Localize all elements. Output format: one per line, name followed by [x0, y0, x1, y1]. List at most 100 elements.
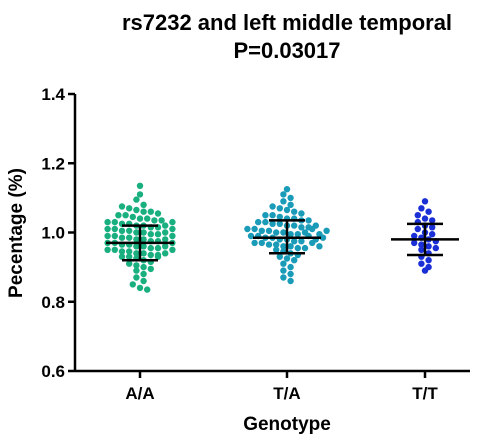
data-point — [133, 267, 140, 274]
data-point — [133, 262, 140, 269]
data-point — [316, 243, 323, 250]
data-point — [432, 244, 439, 252]
data-point — [147, 208, 154, 215]
data-point — [140, 229, 147, 236]
data-point — [154, 253, 162, 260]
data-point — [133, 243, 140, 250]
data-point — [251, 239, 258, 247]
data-point — [411, 232, 418, 240]
data-point — [255, 218, 262, 226]
data-point — [136, 215, 144, 222]
data-point — [418, 246, 425, 253]
data-point — [136, 182, 144, 189]
data-point — [140, 277, 147, 285]
data-point — [140, 250, 147, 257]
data-point — [169, 246, 176, 253]
chart-title: rs7232 and left middle temporal — [122, 10, 452, 35]
data-point — [305, 217, 312, 224]
data-point — [147, 244, 154, 252]
data-point — [126, 248, 133, 255]
data-point — [262, 212, 269, 219]
data-point — [294, 244, 301, 252]
data-point — [298, 224, 305, 231]
data-point — [287, 231, 294, 238]
data-point — [104, 246, 111, 253]
data-point — [126, 234, 133, 241]
data-point — [158, 217, 165, 224]
data-point — [147, 265, 154, 273]
data-point — [283, 186, 291, 193]
data-point — [133, 229, 140, 236]
data-point — [273, 246, 280, 253]
data-point — [104, 218, 111, 226]
data-point — [154, 244, 162, 252]
data-point — [104, 232, 111, 240]
data-point — [133, 206, 140, 214]
y-tick-label: 0.8 — [41, 293, 65, 312]
y-tick-label: 0.6 — [41, 362, 65, 381]
data-point — [140, 208, 147, 215]
data-point — [136, 191, 144, 198]
data-point — [298, 210, 305, 217]
data-point — [280, 274, 287, 281]
data-point — [162, 250, 169, 257]
data-point — [287, 243, 294, 250]
data-point — [169, 232, 176, 240]
data-point — [133, 196, 140, 203]
data-point — [269, 220, 276, 227]
data-point — [273, 229, 280, 236]
data-point — [287, 201, 294, 208]
data-point — [421, 198, 429, 205]
data-point — [251, 225, 258, 233]
data-point — [147, 231, 154, 238]
data-point — [291, 222, 298, 229]
data-point — [262, 218, 269, 226]
data-point — [425, 208, 432, 215]
data-point — [421, 215, 429, 222]
data-point — [133, 250, 140, 257]
data-point — [140, 201, 147, 208]
data-point — [162, 229, 169, 236]
data-point — [265, 241, 273, 248]
data-point — [111, 232, 119, 240]
data-point — [287, 277, 294, 285]
data-point — [414, 225, 421, 233]
data-point — [429, 224, 436, 231]
data-point — [136, 284, 144, 292]
data-point — [301, 244, 309, 252]
data-point — [298, 238, 305, 245]
data-point — [287, 194, 294, 202]
data-point — [276, 205, 283, 212]
data-point — [280, 267, 287, 274]
y-axis-label: Pecentage (%) — [6, 168, 27, 298]
chart-subtitle: P=0.03017 — [233, 38, 340, 63]
data-point — [129, 213, 136, 221]
data-point — [126, 205, 133, 212]
data-point — [144, 286, 151, 293]
data-point — [151, 217, 158, 224]
data-point — [126, 227, 133, 234]
data-point — [118, 203, 126, 210]
y-tick-label: 1.4 — [41, 85, 65, 104]
data-point — [169, 218, 176, 226]
y-tick-label: 1.0 — [41, 224, 65, 243]
data-point — [283, 206, 291, 214]
data-point — [294, 231, 301, 238]
data-point — [147, 251, 154, 259]
data-point — [133, 274, 140, 281]
data-point — [421, 267, 429, 274]
data-point — [111, 218, 119, 226]
data-point — [280, 229, 287, 236]
data-point — [122, 212, 129, 219]
data-point — [140, 243, 147, 250]
data-point — [276, 220, 283, 227]
data-point — [140, 270, 147, 278]
data-point — [144, 215, 151, 222]
data-point — [247, 232, 255, 240]
data-point — [118, 248, 126, 255]
data-point — [162, 222, 169, 229]
data-point — [411, 239, 418, 247]
data-point — [126, 253, 133, 260]
